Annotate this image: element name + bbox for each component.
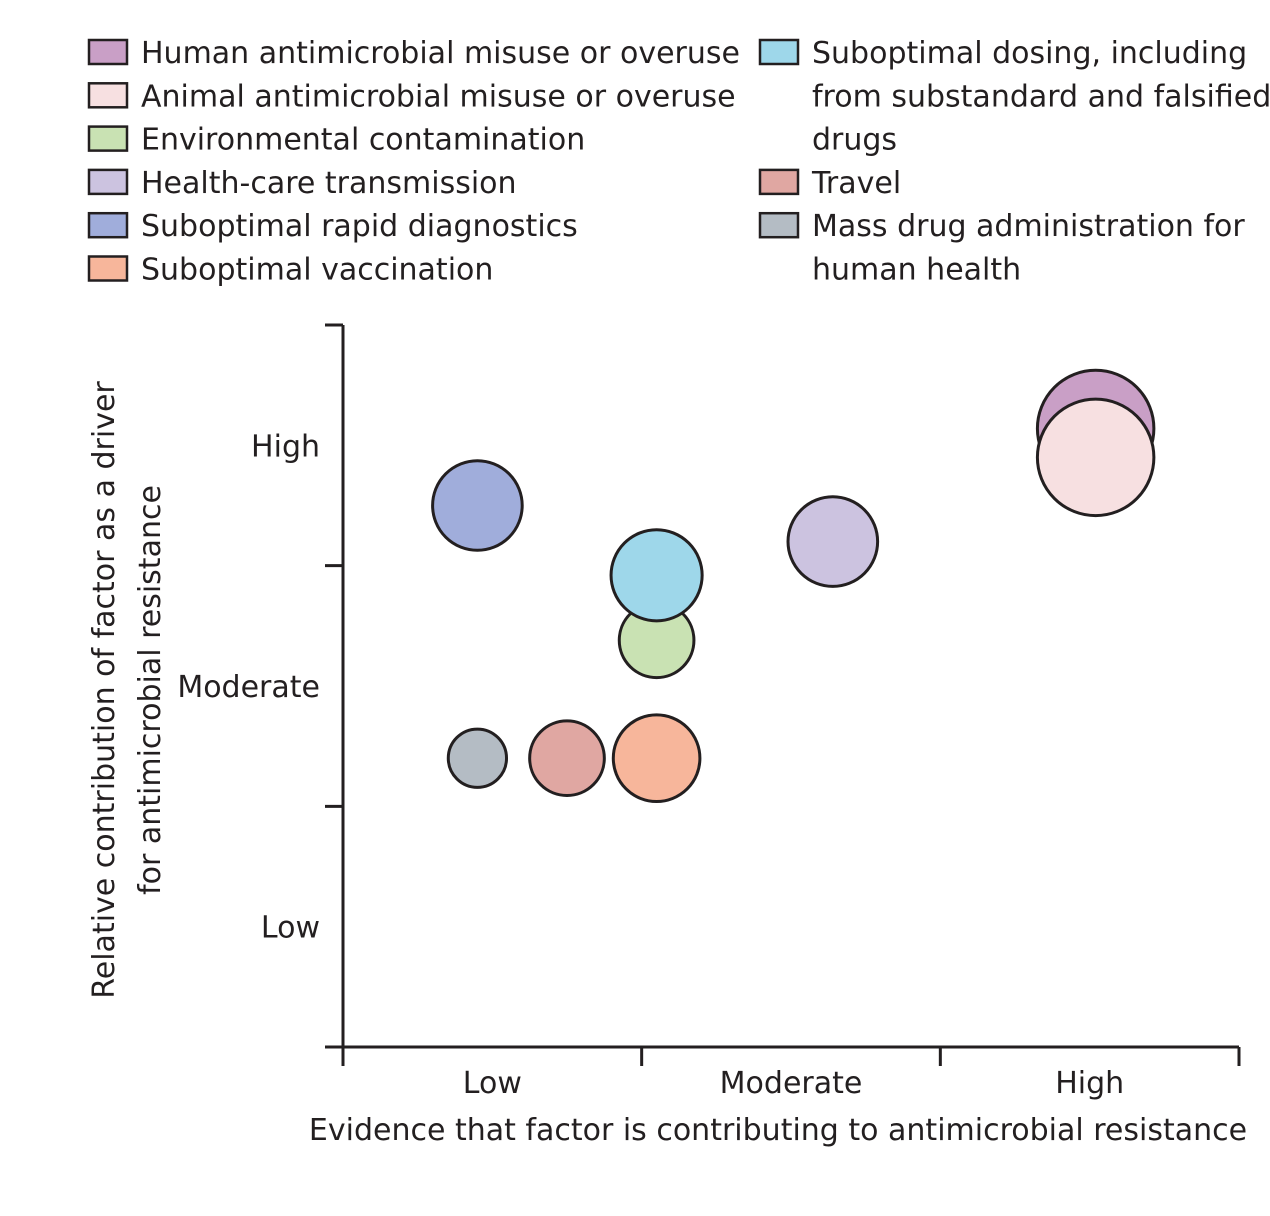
- legend-swatch: [758, 168, 800, 196]
- legend-swatch: [87, 255, 129, 282]
- x-tick-label: High: [1055, 1066, 1124, 1101]
- bubble: Suboptimal dosing, including from substa…: [609, 528, 704, 623]
- legend-label: drugs: [812, 123, 897, 158]
- chart-axes: Low Moderate High Low Moderate High: [177, 323, 1241, 1101]
- x-tick-label: Low: [463, 1066, 522, 1101]
- legend-label: Animal antimicrobial misuse or overuse: [141, 79, 736, 114]
- bubble: Mass drug administration for human healt…: [446, 727, 509, 789]
- legend-label: Human antimicrobial misuse or overuse: [141, 36, 740, 71]
- legend-swatch: [87, 38, 129, 66]
- legend-label: Suboptimal rapid diagnostics: [141, 209, 578, 244]
- legend-label: Suboptimal dosing, including: [812, 36, 1247, 71]
- y-axis-ticks: Low Moderate High: [177, 323, 343, 946]
- bubble: Health-care transmission: [786, 495, 880, 588]
- x-axis-label: Evidence that factor is contributing to …: [309, 1113, 1247, 1148]
- bubble: Suboptimal vaccination: [611, 713, 702, 804]
- bubble: Suboptimal rapid diagnostics: [431, 459, 524, 552]
- legend-label: Health-care transmission: [141, 166, 517, 201]
- bubble: Animal antimicrobial misuse or overuse: [1035, 397, 1156, 518]
- chart-bubbles: Suboptimal vaccinationTravel Mass drug ad…: [431, 368, 1156, 804]
- chart-legend: Human antimicrobial misuse or overuse Ani…: [87, 36, 1270, 288]
- legend-swatch: [87, 211, 129, 239]
- legend-swatch: [758, 38, 800, 66]
- legend-label: Travel: [811, 166, 901, 201]
- legend-label: Environmental contamination: [141, 123, 585, 158]
- legend-swatch: [87, 168, 129, 196]
- y-axis-label-line-2: for antimicrobial resistance: [133, 485, 168, 895]
- y-axis-label-line-1: Relative contribution of factor as a dri…: [87, 381, 122, 999]
- legend-swatch: [87, 82, 129, 109]
- legend-swatch: [758, 211, 800, 239]
- x-axis-ticks: Low Moderate High: [341, 1047, 1241, 1101]
- y-tick-label: Low: [261, 911, 320, 946]
- x-tick-label: Moderate: [720, 1066, 863, 1101]
- legend-label: Mass drug administration for: [812, 209, 1245, 244]
- legend-label: human health: [812, 253, 1021, 288]
- bubble: Travel: [528, 719, 606, 798]
- legend-swatch: [87, 125, 129, 152]
- y-tick-label: Moderate: [177, 670, 320, 705]
- y-tick-label: High: [251, 429, 320, 464]
- legend-label: from substandard and falsified: [812, 79, 1270, 114]
- legend-label: Suboptimal vaccination: [141, 253, 493, 288]
